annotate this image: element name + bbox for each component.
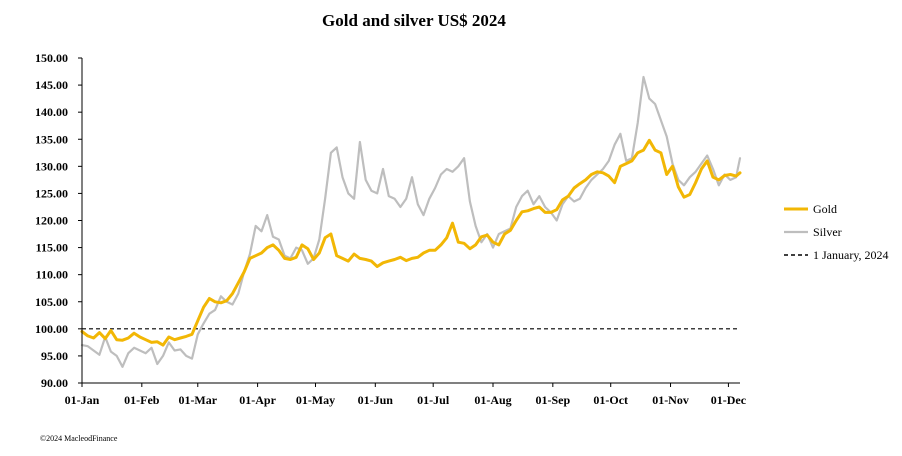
x-tick-label: 01-Oct — [593, 393, 628, 407]
legend-label: Silver — [813, 225, 842, 239]
series-line-silver — [80, 75, 742, 368]
y-tick-label: 150.00 — [35, 51, 68, 65]
x-tick-label: 01-Apr — [239, 393, 276, 407]
y-tick-label: 140.00 — [35, 105, 68, 119]
x-tick-label: 01-Nov — [652, 393, 689, 407]
x-tick-label: 01-Feb — [124, 393, 160, 407]
y-tick-label: 125.00 — [35, 186, 68, 200]
y-tick-label: 120.00 — [35, 214, 68, 228]
y-tick-label: 90.00 — [41, 376, 68, 390]
y-tick-label: 135.00 — [35, 132, 68, 146]
y-tick-label: 105.00 — [35, 295, 68, 309]
y-tick-label: 110.00 — [36, 268, 68, 282]
x-tick-label: 01-Aug — [474, 393, 511, 407]
y-tick-label: 115.00 — [36, 241, 68, 255]
x-tick-label: 01-Sep — [535, 393, 570, 407]
axes — [81, 58, 740, 384]
y-tick-label: 95.00 — [41, 349, 68, 363]
chart-title: Gold and silver US$ 2024 — [322, 11, 506, 30]
series-layer — [80, 75, 742, 368]
copyright-text: ©2024 MacleodFinance — [40, 434, 118, 443]
y-tick-label: 100.00 — [35, 322, 68, 336]
legend: Gold Silver 1 January, 2024 — [784, 202, 889, 262]
y-tick-label: 130.00 — [35, 159, 68, 173]
x-tick-label: 01-Jul — [417, 393, 450, 407]
legend-label: 1 January, 2024 — [813, 248, 889, 262]
x-tick-label: 01-Dec — [711, 393, 747, 407]
x-tick-label: 01-Mar — [178, 393, 217, 407]
x-tick-label: 01-Jun — [358, 393, 394, 407]
x-axis-ticks: 01-Jan 01-Feb 01-Mar 01-Apr 01-May 01-Jun 01-J… — [65, 383, 747, 407]
x-tick-label: 01-May — [296, 393, 335, 407]
y-axis-ticks: 90.00 95.00 100.00 105.00 110.00 115.00 120.00… — [35, 51, 82, 390]
series-line-gold — [80, 138, 742, 347]
legend-label: Gold — [813, 202, 837, 216]
x-tick-label: 01-Jan — [65, 393, 100, 407]
y-tick-label: 145.00 — [35, 78, 68, 92]
